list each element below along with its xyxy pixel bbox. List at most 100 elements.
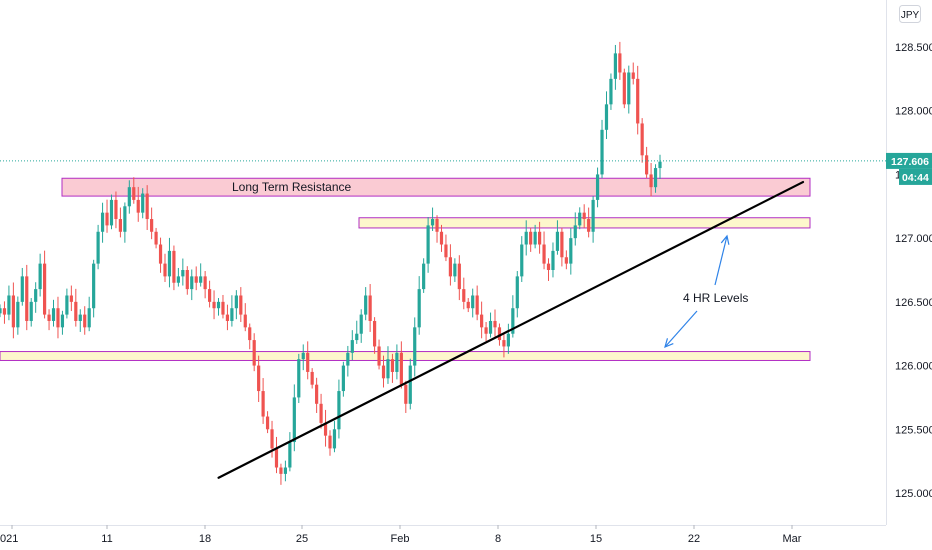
- candle-body: [546, 263, 551, 270]
- candle-body: [199, 276, 203, 283]
- x-tick-label: 8: [495, 533, 501, 545]
- candle-body: [328, 435, 332, 449]
- arrow-down-icon-shaft: [664, 310, 698, 348]
- candle-body: [627, 72, 631, 105]
- candle-body: [279, 467, 283, 474]
- candle-body: [319, 403, 323, 423]
- candle-body: [430, 219, 435, 226]
- candle-body: [569, 238, 573, 264]
- candle-body: [346, 352, 350, 366]
- y-tick-label: 128.500: [895, 42, 932, 54]
- candle-body: [141, 193, 145, 213]
- candle-body: [502, 340, 506, 347]
- candle-body: [413, 327, 417, 366]
- y-tick-label: 125.500: [895, 424, 932, 436]
- candle-body: [332, 429, 337, 449]
- candle-body: [47, 314, 51, 321]
- candle-body: [194, 276, 198, 283]
- candle-body: [595, 174, 600, 200]
- candle-body: [506, 333, 510, 347]
- last-price-text: 127.606: [891, 156, 929, 168]
- candle-body: [136, 199, 140, 213]
- candles-layer: [0, 41, 662, 485]
- candle-body: [297, 359, 301, 398]
- candle-body: [65, 295, 69, 315]
- candle-body: [600, 129, 604, 175]
- trendline-layer: [217, 180, 805, 479]
- candle-body: [448, 257, 453, 277]
- last-price-badge: [886, 152, 932, 169]
- currency-button[interactable]: JPY: [899, 5, 921, 23]
- candle-body: [234, 295, 238, 309]
- candle-body: [56, 308, 60, 328]
- candle-body: [658, 161, 662, 169]
- annotations-layer: Long Term Resistance 4 HR Levels: [232, 180, 748, 349]
- x-tick-label: 021: [0, 533, 18, 545]
- trendline: [217, 180, 805, 479]
- candle-body: [190, 276, 194, 290]
- y-tick-label: 126.500: [895, 297, 932, 309]
- candle-body: [511, 308, 515, 334]
- candle-body: [636, 78, 640, 124]
- candle-body: [533, 231, 537, 245]
- candle-body: [109, 199, 114, 226]
- y-tick-label: 125.000: [895, 488, 932, 500]
- candle-body: [270, 429, 274, 449]
- candle-body: [243, 314, 247, 328]
- candle-body: [2, 308, 7, 315]
- candle-body: [435, 219, 439, 232]
- y-tick-label: 126.000: [895, 361, 932, 373]
- candle-body: [181, 270, 185, 277]
- candle-body: [283, 467, 288, 474]
- candle-body: [150, 219, 154, 232]
- arrow-up-icon: [714, 234, 730, 286]
- currency-label: JPY: [901, 10, 920, 21]
- candle-body: [386, 359, 390, 379]
- candle-body: [69, 295, 73, 302]
- candle-body: [587, 219, 591, 232]
- time-axis[interactable]: 021 11 18 25 Feb 8 15 22 Mar: [0, 525, 802, 545]
- candle-body: [261, 391, 265, 417]
- candle-body: [292, 397, 296, 443]
- countdown-text: 04:44: [902, 172, 929, 184]
- resistance-zone: [61, 177, 811, 197]
- candle-body: [444, 244, 448, 258]
- candle-body: [462, 289, 466, 302]
- currency-button-frame[interactable]: [899, 5, 921, 23]
- candle-body: [395, 352, 399, 372]
- candle-body: [176, 276, 180, 283]
- candle-body: [609, 78, 613, 105]
- x-tick-label: Feb: [391, 533, 410, 545]
- candle-body: [323, 422, 328, 436]
- candle-body: [203, 276, 207, 290]
- candle-body: [618, 53, 622, 73]
- candle-body: [252, 340, 256, 366]
- candle-body: [399, 352, 403, 385]
- candle-body: [154, 231, 158, 245]
- candle-body: [542, 244, 546, 264]
- candle-body: [51, 308, 56, 321]
- candle-body: [114, 199, 118, 220]
- candle-body: [230, 308, 234, 321]
- candle-body: [564, 257, 568, 264]
- candle-body: [7, 295, 11, 315]
- candle-body: [524, 231, 528, 245]
- candle-body: [274, 448, 279, 468]
- candle-body: [622, 72, 626, 105]
- candle-body: [551, 250, 555, 270]
- candle-body: [60, 314, 65, 328]
- candle-body: [555, 231, 560, 251]
- candle-body: [613, 53, 618, 79]
- candle-body: [212, 301, 216, 309]
- candle-body: [38, 263, 42, 290]
- candle-body: [649, 174, 653, 188]
- x-tick-label: 11: [101, 533, 112, 545]
- candle-body: [20, 276, 24, 302]
- candle-body: [422, 263, 426, 290]
- candle-body: [645, 155, 649, 175]
- candle-body: [16, 301, 20, 328]
- candle-body: [471, 295, 475, 309]
- x-tick-label: 22: [688, 533, 700, 545]
